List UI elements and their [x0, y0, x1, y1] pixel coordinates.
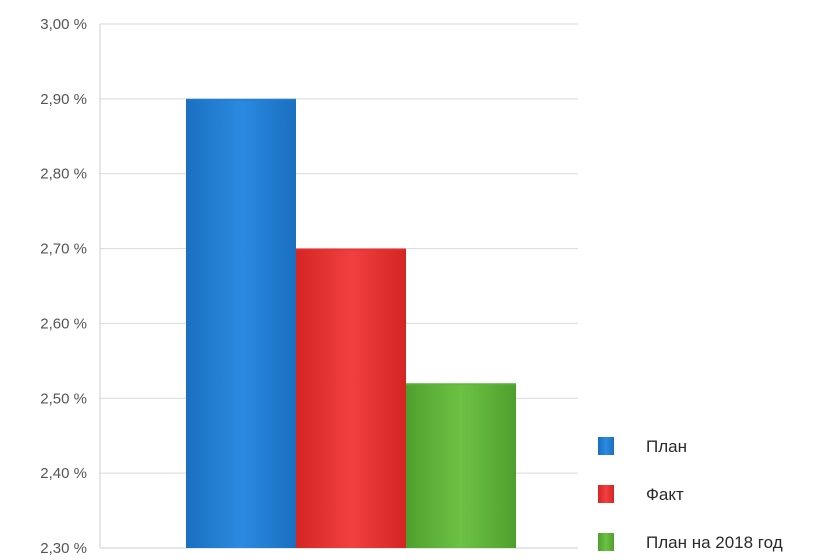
bar-2: [296, 249, 406, 548]
legend-label: План: [646, 437, 687, 456]
y-tick-label: 2,30 %: [40, 540, 87, 557]
bar-top-edge: [186, 99, 296, 101]
y-tick-labels: 3,00 % 2,90 % 2,80 % 2,70 % 2,60 % 2,50 % 2,40…: [40, 16, 87, 557]
legend-swatch: [598, 533, 614, 551]
bar-top-edge: [296, 249, 406, 251]
bar-3: [406, 383, 516, 548]
y-tick-label: 2,50 %: [40, 390, 87, 407]
legend-swatch: [598, 437, 614, 455]
y-tick-label: 2,90 %: [40, 91, 87, 108]
y-tick-label: 2,60 %: [40, 315, 87, 332]
legend-label: План на 2018 год: [646, 533, 783, 552]
legend-label: Факт: [646, 485, 684, 504]
legend: План Факт План на 2018 год: [598, 437, 783, 552]
y-tick-label: 3,00 %: [40, 16, 87, 33]
y-tick-label: 2,70 %: [40, 241, 87, 258]
y-tick-label: 2,80 %: [40, 166, 87, 183]
legend-swatch: [598, 485, 614, 503]
bar-top-edge: [406, 383, 516, 385]
y-tick-label: 2,40 %: [40, 465, 87, 482]
bar-1: [186, 99, 296, 548]
